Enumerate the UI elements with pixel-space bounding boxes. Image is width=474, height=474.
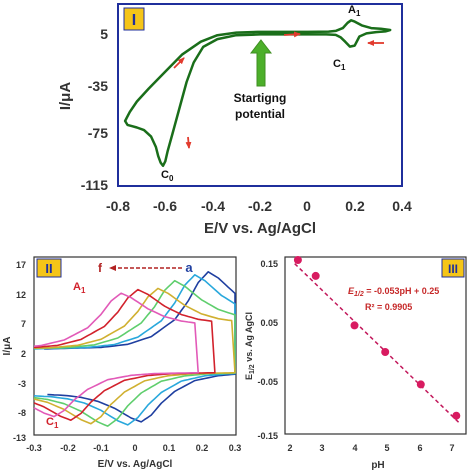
panel-3-xtick-label: 7	[449, 443, 454, 453]
panel-3-x-axis-label: pH	[371, 460, 384, 471]
panel-2-ytick-label: -13	[13, 433, 26, 443]
panel-1-xtick-label: -0.2	[248, 198, 272, 214]
panel-3-data-point	[293, 256, 302, 264]
panel-3-xtick-label: 5	[384, 443, 389, 453]
panel-3-xtick-label: 6	[417, 443, 422, 453]
panel-3-ytick-label: 0.15	[260, 259, 278, 269]
panel-3-xtick-label: 2	[287, 443, 292, 453]
panel-2-peak-c1: C1	[46, 416, 59, 430]
panel-1-xticks: -0.8 -0.6 -0.4 -0.2 0 0.2 0.4	[106, 198, 412, 214]
panel-1-direction-arrow	[173, 57, 185, 69]
panel-2-xtick-label: 0.2	[196, 443, 209, 453]
panel-2-xtick-label: 0.3	[229, 443, 242, 453]
panel-1-peak-a1: A1	[348, 4, 361, 18]
panel-2-cv-series	[44, 271, 236, 423]
panel-1-ytick-label: -75	[88, 125, 108, 141]
panel-1-xtick-label: 0.4	[392, 198, 412, 214]
panel-3-ytick-label: 0.05	[260, 318, 278, 328]
panel-3-xtick-label: 4	[352, 443, 357, 453]
panel-2-ytick-label: 12	[16, 290, 26, 300]
panel-1-x-axis-label: E/V vs. Ag/AgCl	[204, 220, 316, 237]
panel-2: II 17 12 7 2 -3 -8 -13 -0.3 -0.2 -0.1 0 …	[2, 256, 241, 470]
panel-1-xtick-label: 0	[303, 198, 311, 214]
panel-2-xticks: -0.3 -0.2 -0.1 0 0.1 0.2 0.3	[26, 443, 241, 453]
panel-2-ytick-label: -8	[18, 408, 26, 418]
panel-2-badge	[36, 258, 62, 278]
panel-2-cv-series	[33, 279, 236, 427]
panel-2-ytick-label: 2	[21, 349, 26, 359]
panel-1-xtick-label: -0.4	[201, 198, 225, 214]
panel-3-xtick-label: 3	[319, 443, 324, 453]
panel-1-peak-c0: C0	[161, 169, 174, 183]
panel-3-frame	[284, 256, 467, 435]
panel-3-badge	[441, 258, 465, 278]
panel-2-ytick-label: 7	[21, 319, 26, 329]
panel-1-xtick-label: 0.2	[345, 198, 365, 214]
panel-3-data-point	[452, 411, 461, 420]
panel-1-y-axis-label: I/μA	[57, 82, 74, 111]
panel-1-peak-c1: C1	[333, 58, 346, 72]
panel-2-x-axis-label: E/V vs. Ag/AgCl	[98, 459, 173, 470]
panel-1-start-label: Startigng	[234, 91, 287, 105]
panel-1-direction-arrow	[283, 31, 301, 38]
panel-3-data-point	[416, 380, 425, 389]
panel-3-fit-line	[294, 263, 461, 424]
panel-2-xtick-label: -0.3	[26, 443, 42, 453]
panel-3-ytick-label: -0.15	[257, 431, 278, 441]
panel-2-label-a: a	[185, 260, 193, 275]
panel-1-badge	[123, 7, 145, 31]
panel-1-ytick-label: 5	[100, 26, 108, 42]
panel-2-xtick-label: 0.1	[163, 443, 176, 453]
panel-3-yticks: 0.15 0.05 -0.05 -0.15	[257, 259, 278, 441]
panel-3-badge-label: III	[448, 262, 458, 276]
panel-3-data-point	[381, 348, 390, 356]
panel-2-cv-curves	[33, 271, 236, 427]
panel-3-equation: E1/2 = -0.053pH + 0.25	[348, 286, 439, 298]
panel-2-cv-series	[33, 288, 216, 421]
panel-1-direction-arrow	[185, 136, 192, 149]
panel-3-ytick-label: -0.05	[257, 377, 278, 387]
panel-3-r-squared: R² = 0.9905	[365, 302, 412, 312]
panel-2-xtick-label: -0.1	[93, 443, 109, 453]
panel-3-xticks: 2 3 4 5 6 7	[287, 443, 454, 453]
panel-2-peak-a1: A1	[73, 281, 86, 295]
panel-1-start-label: potential	[235, 107, 285, 121]
panel-3-data-point	[350, 321, 359, 330]
panel-3-points	[293, 256, 461, 420]
panel-3-data-point	[311, 271, 320, 280]
panel-1: I 5 -35 -75 -115 -0.8 -0.6 -0.4 -0.2 0 0…	[57, 3, 412, 237]
panel-1-xtick-label: -0.6	[153, 198, 177, 214]
panel-1-cv-curve	[123, 19, 392, 168]
panel-2-badge-label: II	[45, 261, 52, 276]
panel-1-ytick-label: -115	[81, 177, 108, 193]
panel-2-cv-series	[33, 292, 199, 418]
panel-2-ytick-label: -3	[18, 379, 26, 389]
panel-3-y-axis-label: E1/2 vs. Ag AgCl	[244, 312, 256, 380]
panel-3: III 0.15 0.05 -0.05 -0.15 2 3 4 5 6 7 pH…	[244, 256, 467, 471]
panel-2-label-f: f	[98, 261, 103, 275]
panel-2-y-axis-label: I/μA	[2, 337, 13, 356]
panel-1-yticks: 5 -35 -75 -115	[81, 26, 108, 193]
panel-1-xtick-label: -0.8	[106, 198, 130, 214]
panel-2-ytick-label: 17	[16, 260, 26, 270]
panel-1-badge-label: I	[132, 12, 136, 29]
panel-2-xtick-label: 0	[132, 443, 137, 453]
panel-1-start-arrow	[249, 39, 273, 87]
panel-2-xtick-label: -0.2	[60, 443, 76, 453]
panel-2-yticks: 17 12 7 2 -3 -8 -13	[13, 260, 26, 443]
panel-2-cv-series	[33, 287, 236, 425]
panel-1-ytick-label: -35	[88, 78, 108, 94]
